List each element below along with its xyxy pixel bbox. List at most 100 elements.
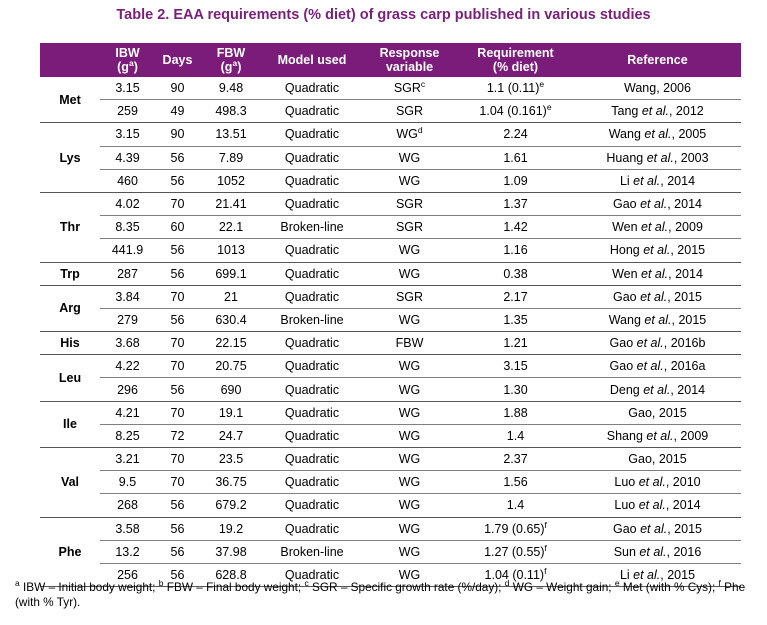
fbw-cell: 9.48 — [200, 77, 262, 101]
response-cell: SGR — [362, 215, 457, 240]
response-cell: WG — [362, 238, 457, 263]
amino-acid-cell: Ile — [40, 401, 100, 449]
model-cell: Quadratic — [262, 262, 362, 286]
fbw-cell: 1052 — [200, 169, 262, 193]
table-row: His 3.68 70 22.15 Quadratic FBW 1.21 Gao et al.… — [40, 331, 741, 356]
days-cell: 60 — [155, 215, 200, 240]
response-cell: WG — [362, 563, 457, 588]
model-cell: Quadratic — [262, 192, 362, 217]
ibw-cell: 441.9 — [100, 238, 155, 263]
reference-cell: Gao et al., 2015 — [574, 285, 741, 309]
reference-cell: Tang et al., 2012 — [574, 99, 741, 124]
response-cell: WG — [362, 169, 457, 193]
table-row: Ile 4.21 70 19.1 Quadratic WG 1.88 Gao, 2015 — [40, 401, 741, 449]
ibw-cell: 256 — [100, 563, 155, 588]
table-row: 460 56 1052 Quadratic WG 1.09 Li et al., 2014 — [40, 169, 741, 193]
days-cell: 56 — [155, 146, 200, 170]
ibw-cell: 3.58 — [100, 517, 155, 541]
ibw-cell: 259 — [100, 99, 155, 124]
model-cell: Quadratic — [262, 354, 362, 379]
days-cell: 49 — [155, 99, 200, 124]
days-cell: 70 — [155, 354, 200, 379]
ibw-cell: 9.5 — [100, 470, 155, 495]
reference-cell: Gao et al., 2014 — [574, 192, 741, 217]
fbw-cell: 23.5 — [200, 447, 262, 472]
table-row: 279 56 630.4 Broken-line WG 1.35 Wang et al., … — [40, 308, 741, 333]
table-row: 8.35 60 22.1 Broken-line SGR 1.42 Wen et al., … — [40, 215, 741, 240]
ibw-cell: 3.84 — [100, 285, 155, 309]
reference-cell: Luo et al., 2014 — [574, 493, 741, 518]
model-cell: Quadratic — [262, 517, 362, 541]
days-cell: 56 — [155, 377, 200, 402]
days-cell: 70 — [155, 447, 200, 472]
header-fbw: FBW (ga) — [200, 43, 262, 77]
requirement-cell: 3.15 — [457, 354, 574, 379]
header-days: Days — [155, 43, 200, 77]
table-row: 296 56 690 Quadratic WG 1.30 Deng et al., 2014 — [40, 377, 741, 402]
model-cell: Broken-line — [262, 540, 362, 564]
table-row: 441.9 56 1013 Quadratic WG 1.16 Hong et al., 2… — [40, 238, 741, 263]
model-cell: Quadratic — [262, 122, 362, 147]
requirement-cell: 1.27 (0.55)f — [457, 540, 574, 564]
ibw-cell: 460 — [100, 169, 155, 193]
reference-cell: Shang et al., 2009 — [574, 424, 741, 449]
model-cell: Quadratic — [262, 377, 362, 402]
response-cell: WG — [362, 447, 457, 472]
reference-cell: Li et al., 2015 — [574, 563, 741, 588]
amino-acid-cell: Lys — [40, 122, 100, 193]
fbw-cell: 20.75 — [200, 354, 262, 379]
header-requirement: Requirement (% diet) — [457, 43, 574, 77]
reference-cell: Deng et al., 2014 — [574, 377, 741, 402]
fbw-cell: 1013 — [200, 238, 262, 263]
model-cell: Quadratic — [262, 424, 362, 449]
fbw-cell: 22.1 — [200, 215, 262, 240]
model-cell: Quadratic — [262, 238, 362, 263]
response-cell: WG — [362, 354, 457, 379]
model-cell: Broken-line — [262, 215, 362, 240]
reference-cell: Wang et al., 2015 — [574, 308, 741, 333]
days-cell: 70 — [155, 401, 200, 425]
amino-acid-cell: Leu — [40, 354, 100, 402]
requirement-cell: 1.09 — [457, 169, 574, 193]
table-row: Lys 3.15 90 13.51 Quadratic WGd 2.24 Wang et al… — [40, 122, 741, 193]
reference-cell: Gao et al., 2016a — [574, 354, 741, 379]
table-row: Val 3.21 70 23.5 Quadratic WG 2.37 Gao, 2015 — [40, 447, 741, 518]
response-cell: WG — [362, 540, 457, 564]
table-header: IBW (ga) Days FBW (ga) Model used Response… — [40, 43, 741, 77]
amino-acid-cell: Met — [40, 77, 100, 124]
amino-acid-cell: Thr — [40, 192, 100, 263]
response-cell: SGR — [362, 285, 457, 309]
response-cell: WG — [362, 493, 457, 518]
amino-acid-cell: Arg — [40, 285, 100, 333]
model-cell: Quadratic — [262, 470, 362, 495]
reference-cell: Gao, 2015 — [574, 401, 741, 425]
reference-cell: Wen et al., 2009 — [574, 215, 741, 240]
table-row: 9.5 70 36.75 Quadratic WG 1.56 Luo et al., 201… — [40, 470, 741, 495]
days-cell: 90 — [155, 77, 200, 101]
table-row: 268 56 679.2 Quadratic WG 1.4 Luo et al., 2014 — [40, 493, 741, 518]
days-cell: 56 — [155, 238, 200, 263]
fbw-cell: 13.51 — [200, 122, 262, 147]
reference-cell: Sun et al., 2016 — [574, 540, 741, 564]
requirement-cell: 1.21 — [457, 331, 574, 356]
requirement-cell: 1.61 — [457, 146, 574, 170]
fbw-cell: 628.8 — [200, 563, 262, 588]
response-cell: WG — [362, 262, 457, 286]
days-cell: 72 — [155, 424, 200, 449]
requirement-cell: 1.1 (0.11)e — [457, 77, 574, 101]
days-cell: 70 — [155, 470, 200, 495]
model-cell: Broken-line — [262, 308, 362, 333]
ibw-cell: 8.35 — [100, 215, 155, 240]
fbw-cell: 22.15 — [200, 331, 262, 356]
ibw-cell: 296 — [100, 377, 155, 402]
table-body: Met 3.15 90 9.48 Quadratic SGRc 1.1 (0.11)e Wan… — [40, 77, 741, 588]
table-row: 8.25 72 24.7 Quadratic WG 1.4 Shang et al., 20… — [40, 424, 741, 449]
model-cell: Quadratic — [262, 563, 362, 588]
fbw-cell: 690 — [200, 377, 262, 402]
reference-cell: Hong et al., 2015 — [574, 238, 741, 263]
requirement-cell: 1.4 — [457, 493, 574, 518]
days-cell: 70 — [155, 192, 200, 217]
response-cell: WG — [362, 401, 457, 425]
header-amino-acid — [40, 43, 100, 77]
ibw-cell: 4.22 — [100, 354, 155, 379]
